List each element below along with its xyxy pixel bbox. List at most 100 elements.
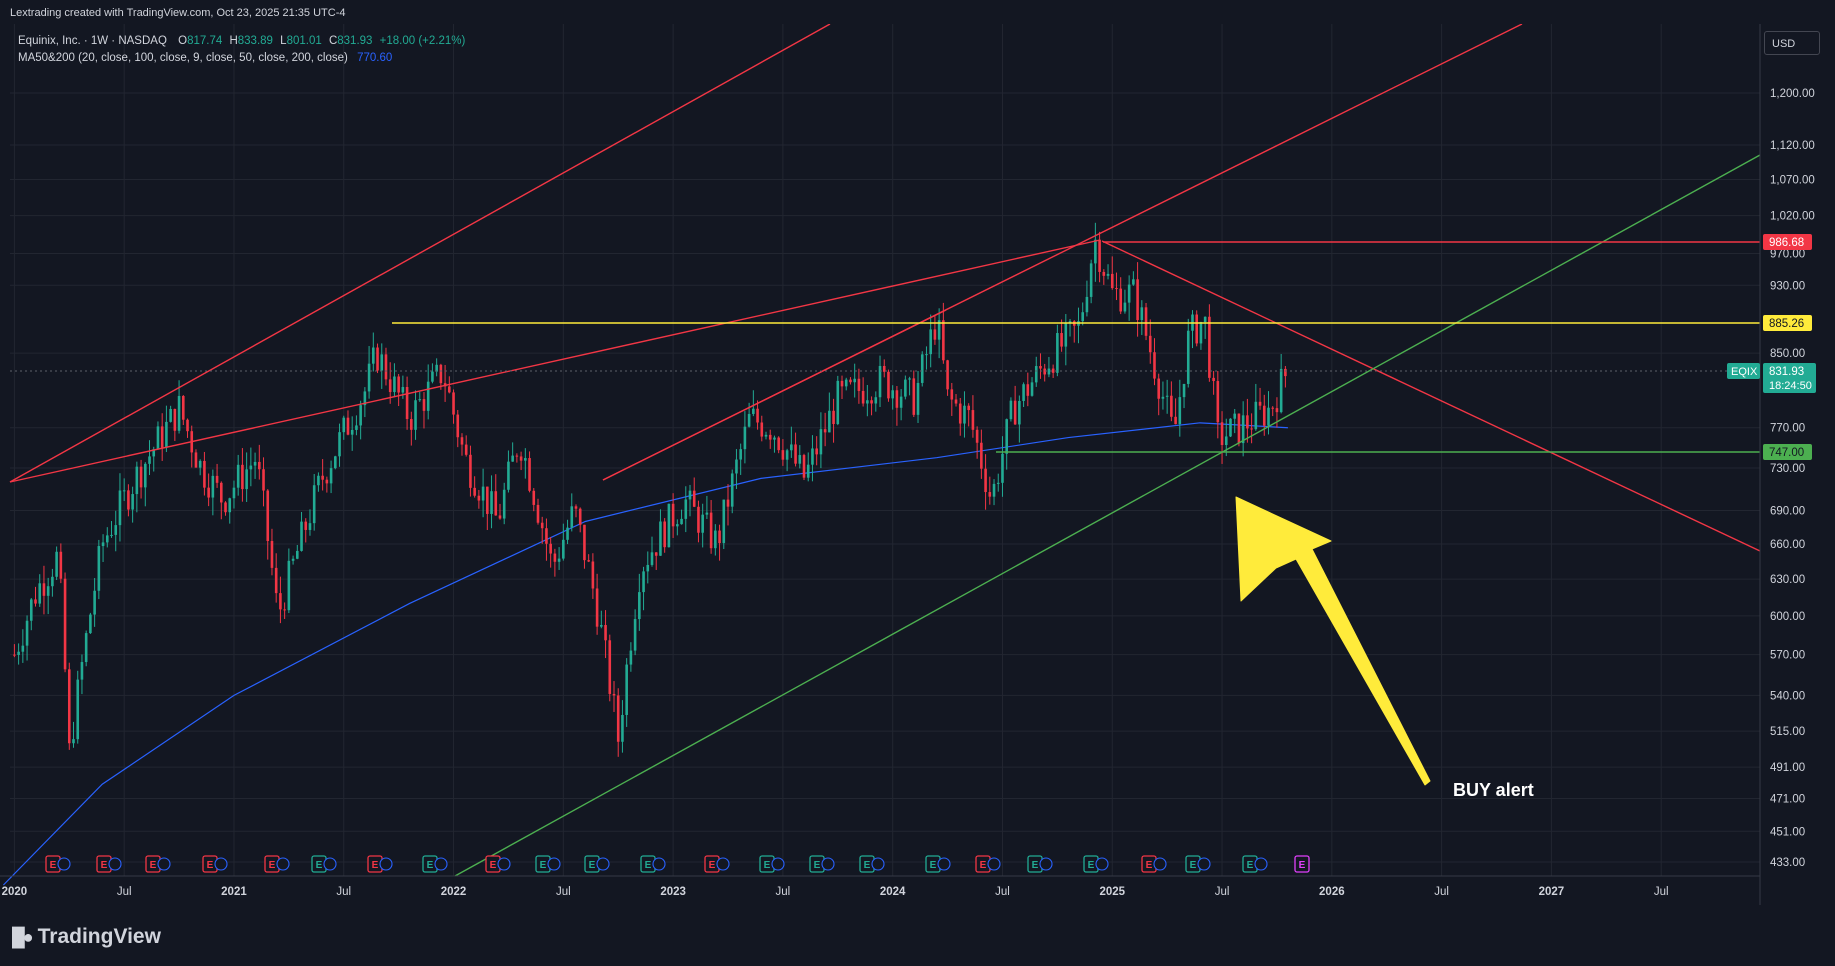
candle-body (920, 354, 924, 383)
time-tick-label: Jul (1215, 886, 1230, 898)
symbol-badge-label: EQIX (1731, 366, 1758, 378)
candle-body (258, 461, 261, 470)
candle-body (1051, 368, 1055, 373)
candle-body (849, 379, 852, 383)
candle-body (963, 405, 966, 424)
candle-body (811, 448, 814, 465)
candle-body (1127, 284, 1131, 303)
price-axis-bg (1760, 24, 1835, 905)
candle-body (1279, 368, 1283, 413)
buy-alert-annotation: BUY alert (1453, 780, 1534, 800)
candle-body (511, 455, 514, 462)
candle-body (1203, 316, 1207, 323)
candle-body (975, 429, 979, 443)
candle-body (308, 523, 312, 530)
candle-body (253, 461, 257, 466)
candle-body (283, 609, 286, 611)
candle-body (502, 489, 506, 519)
low-label: L (280, 35, 287, 47)
candle-body (1119, 288, 1123, 312)
price-tick-label: 850.00 (1770, 348, 1805, 360)
candle-body (730, 473, 734, 507)
candle-body (946, 360, 949, 390)
candle-body (752, 408, 755, 414)
candle-body (51, 576, 54, 587)
open-label: O (178, 35, 188, 47)
candle-body (1094, 239, 1097, 264)
dividend-marker (108, 857, 122, 871)
dividend-marker (1197, 857, 1211, 871)
candle-body (414, 400, 417, 430)
candle-body (916, 382, 920, 415)
dividend-marker (1153, 857, 1167, 871)
candle-body (312, 485, 316, 524)
candle-body (80, 662, 84, 680)
candle-body (844, 379, 848, 387)
ma-value: 770.60 (357, 52, 393, 64)
candle-body (507, 461, 510, 490)
change-value: +18.00 (+2.21%) (379, 35, 466, 47)
candle-body (1056, 333, 1059, 373)
candle-body (1157, 378, 1161, 399)
earnings-marker-label: E (1299, 860, 1306, 871)
candle-body (1258, 401, 1262, 406)
candle-body (954, 399, 958, 404)
candle-body (490, 491, 493, 514)
footer-bar (0, 905, 1835, 966)
price-axis[interactable]: 1,200.00 1,120.00 1,070.00 1,020.00 970.00 93… (1727, 24, 1835, 905)
ascending-support-line (454, 154, 1761, 877)
candle-body (355, 425, 358, 430)
candlestick-series (13, 222, 1287, 757)
dividend-marker (1095, 857, 1109, 871)
candle-body (545, 528, 548, 544)
candle-body (933, 329, 937, 340)
plot-area (10, 24, 1760, 876)
candle-body (481, 486, 485, 501)
time-tick-label: Jul (117, 886, 132, 898)
candle-body (152, 449, 156, 457)
candle-body (262, 469, 265, 491)
candle-body (524, 458, 527, 461)
candle-body (207, 487, 210, 498)
candle-body (110, 534, 113, 536)
indicator-legend[interactable]: MA50&200 (20, close, 100, close, 9, clos… (18, 52, 392, 64)
candle-body (1148, 335, 1152, 353)
candle-body (836, 380, 840, 425)
candle-body (241, 464, 244, 490)
price-chart[interactable]: E E E E E E E E E E E E E E E E E E E E E E E E 1,200.00 1,120.0… (0, 0, 1835, 905)
candle-body (494, 491, 498, 516)
candle-body (515, 455, 519, 457)
symbol-legend[interactable]: Equinix, Inc. · 1W · NASDAQ O817.74 H833… (18, 35, 465, 47)
price-tick-label: 970.00 (1770, 249, 1805, 261)
candle-body (992, 483, 996, 497)
dividend-marker (57, 857, 71, 871)
tradingview-logo[interactable]: █● TradingView (12, 925, 161, 949)
candle-body (224, 502, 227, 513)
price-tick-label: 433.00 (1770, 857, 1805, 869)
candle-body (1098, 239, 1101, 272)
candle-body (878, 365, 882, 398)
candle-body (1022, 384, 1025, 401)
dividend-marker (716, 857, 730, 871)
time-axis[interactable]: 2020 Jul 2021 Jul 2022 Jul 2023 Jul 2024 Jul 2025 J… (0, 875, 1760, 898)
candle-body (452, 392, 455, 415)
candle-body (676, 524, 679, 527)
candle-body (1241, 415, 1245, 444)
candle-body (1039, 366, 1042, 369)
candle-body (329, 468, 333, 484)
price-tick-label: 1,120.00 (1770, 140, 1815, 152)
candle-body (156, 426, 160, 450)
candle-body (435, 364, 438, 372)
candle-body (186, 419, 189, 432)
candle-body (937, 320, 941, 340)
candle-body (405, 387, 409, 420)
candle-body (397, 376, 400, 393)
currency-button[interactable]: USD (1764, 31, 1820, 55)
candle-body (798, 455, 802, 464)
dividend-marker (323, 857, 337, 871)
candle-body (194, 452, 198, 468)
candle-body (55, 551, 58, 577)
candle-body (460, 437, 464, 445)
candle-body (431, 371, 434, 382)
